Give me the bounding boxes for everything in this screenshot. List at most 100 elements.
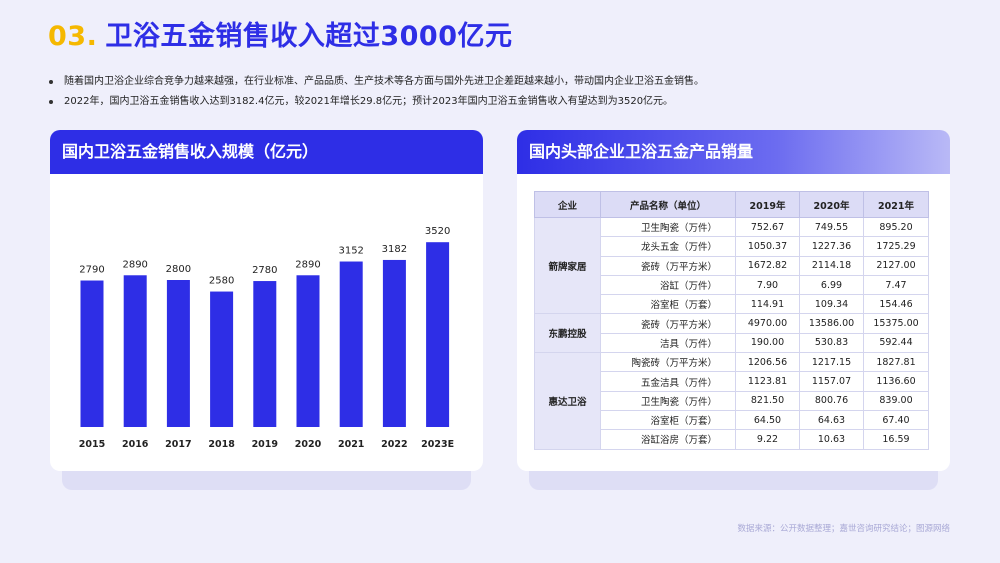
- value-cell: 6.99: [799, 274, 864, 296]
- tick-label-2016: 2016: [122, 439, 149, 450]
- tick-label-2020: 2020: [295, 439, 322, 450]
- bar-2021: [339, 261, 363, 427]
- value-cell: 7.90: [735, 274, 800, 296]
- value-cell: 13586.00: [799, 313, 864, 334]
- data-label-2016: 2890: [122, 259, 147, 270]
- title-text: 卫浴五金销售收入超过3000亿元: [105, 21, 513, 52]
- value-cell: 1227.36: [799, 236, 864, 257]
- value-cell: 154.46: [863, 294, 929, 315]
- value-cell: 4970.00: [735, 313, 800, 334]
- company-cell: 东鹏控股: [534, 313, 601, 354]
- value-cell: 9.22: [735, 429, 800, 450]
- data-label-2019: 2780: [252, 265, 277, 276]
- value-cell: 1123.81: [735, 371, 800, 392]
- value-cell: 1827.81: [863, 352, 929, 373]
- value-cell: 67.40: [863, 409, 929, 431]
- product-cell: 龙头五金（万件）: [600, 236, 736, 257]
- sales-table-wrap: 企业 产品名称（单位） 2019年 2020年 2021年 箭牌家居 卫生陶瓷（万件） 75…: [534, 191, 929, 450]
- product-cell: 卫生陶瓷（万件）: [600, 390, 736, 411]
- product-cell: 瓷砖（万平方米）: [600, 255, 736, 276]
- data-label-2022: 3182: [382, 244, 407, 255]
- table-body: 箭牌家居 卫生陶瓷（万件） 752.67 749.55 895.20 龙头五金（万件） 10…: [534, 216, 929, 450]
- tick-label-2019: 2019: [252, 439, 278, 450]
- bullet-item: 2022年，国内卫浴五金销售收入达到3182.4亿元，较2021年增长29.8亿…: [49, 92, 704, 112]
- page-title: 03. 卫浴五金销售收入超过3000亿元: [48, 14, 513, 53]
- tick-label-2021: 2021: [338, 439, 364, 450]
- value-cell: 2127.00: [863, 255, 929, 276]
- data-label-2018: 2580: [209, 276, 234, 287]
- revenue-chart-title: 国内卫浴五金销售收入规模（亿元）: [50, 130, 483, 174]
- bar-2019: [253, 281, 277, 427]
- value-cell: 1217.15: [799, 352, 864, 373]
- bar-2015: [80, 280, 104, 427]
- data-label-2020: 2890: [295, 259, 320, 270]
- value-cell: 64.63: [799, 409, 864, 431]
- table-header-cell: 产品名称（单位）: [600, 191, 736, 218]
- table-header-row: 企业 产品名称（单位） 2019年 2020年 2021年: [534, 191, 929, 218]
- value-cell: 1725.29: [863, 236, 929, 257]
- table-row: 惠达卫浴 陶瓷砖（万平方米） 1206.56 1217.15 1827.81: [534, 352, 929, 450]
- tick-label-2018: 2018: [208, 439, 235, 450]
- bar-2023E: [426, 242, 450, 427]
- value-cell: 109.34: [799, 294, 864, 315]
- sales-table: 企业 产品名称（单位） 2019年 2020年 2021年 箭牌家居 卫生陶瓷（万件） 75…: [534, 191, 929, 450]
- value-cell: 752.67: [735, 216, 800, 238]
- bar-2016: [123, 275, 147, 427]
- table-header-cell: 2019年: [735, 191, 800, 218]
- product-cell: 卫生陶瓷（万件）: [600, 216, 736, 238]
- value-cell: 839.00: [863, 390, 929, 411]
- sales-table-card: 国内头部企业卫浴五金产品销量 企业 产品名称（单位） 2019年 2020年 2021年…: [517, 130, 950, 471]
- bar-2017: [166, 280, 190, 427]
- value-cell: 1206.56: [735, 352, 800, 373]
- tick-label-2023E: 2023E: [421, 439, 454, 450]
- product-cell: 陶瓷砖（万平方米）: [600, 352, 736, 373]
- product-cell: 五金洁具（万件）: [600, 371, 736, 392]
- data-label-2015: 2790: [79, 265, 104, 276]
- tick-label-2022: 2022: [381, 439, 407, 450]
- value-cell: 1672.82: [735, 255, 800, 276]
- data-label-2023E: 3520: [425, 226, 450, 237]
- value-cell: 592.44: [863, 332, 929, 354]
- value-cell: 1157.07: [799, 371, 864, 392]
- bullet-list: 随着国内卫浴企业综合竞争力越来越强，在行业标准、产品品质、生产技术等各方面与国外…: [49, 72, 704, 112]
- data-label-2017: 2800: [166, 264, 191, 275]
- value-cell: 10.63: [799, 429, 864, 450]
- value-cell: 114.91: [735, 294, 800, 315]
- table-header-cell: 企业: [534, 191, 601, 218]
- table-row: 东鹏控股 瓷砖（万平方米） 4970.00 13586.00 15375.00: [534, 313, 929, 354]
- tick-label-2015: 2015: [79, 439, 105, 450]
- value-cell: 190.00: [735, 332, 800, 354]
- revenue-bar-chart: 2790 2015 2890 2016 2800 2017 2580 2018 2780 2019…: [79, 226, 454, 450]
- table-row: 卫生陶瓷（万件） 821.50 800.76 839.00: [535, 390, 929, 411]
- table-row: 浴缸浴房（万套） 9.22 10.63 16.59: [535, 429, 929, 450]
- bar-2020: [296, 275, 320, 427]
- product-cell: 浴缸（万件）: [600, 274, 736, 296]
- value-cell: 1050.37: [735, 236, 800, 257]
- value-cell: 1136.60: [863, 371, 929, 392]
- value-cell: 16.59: [863, 429, 929, 450]
- product-cell: 洁具（万件）: [600, 332, 736, 354]
- title-number: 03.: [48, 21, 98, 52]
- value-cell: 15375.00: [863, 313, 929, 334]
- product-cell: 浴缸浴房（万套）: [600, 429, 736, 450]
- bar-2022: [382, 259, 406, 427]
- bar-2018: [210, 291, 234, 427]
- table-row: 箭牌家居 卫生陶瓷（万件） 752.67 749.55 895.20: [534, 216, 929, 315]
- value-cell: 7.47: [863, 274, 929, 296]
- sales-table-title: 国内头部企业卫浴五金产品销量: [517, 130, 950, 174]
- bullet-item: 随着国内卫浴企业综合竞争力越来越强，在行业标准、产品品质、生产技术等各方面与国外…: [49, 72, 704, 92]
- company-cell: 箭牌家居: [534, 216, 601, 315]
- data-label-2021: 3152: [338, 246, 363, 257]
- value-cell: 800.76: [799, 390, 864, 411]
- table-row: 浴室柜（万套） 64.50 64.63 67.40: [535, 409, 929, 431]
- product-cell: 瓷砖（万平方米）: [600, 313, 736, 334]
- product-cell: 浴室柜（万套）: [600, 294, 736, 315]
- company-cell: 惠达卫浴: [534, 352, 601, 450]
- table-header-cell: 2020年: [799, 191, 864, 218]
- table-header-cell: 2021年: [863, 191, 929, 218]
- value-cell: 749.55: [799, 216, 864, 238]
- tick-label-2017: 2017: [165, 439, 191, 450]
- revenue-chart-card: 国内卫浴五金销售收入规模（亿元） 2790 2015 2890 2016 2800 201…: [50, 130, 483, 471]
- source-footer: 数据来源：公开数据整理；嘉世咨询研究结论；图源网络: [737, 524, 950, 534]
- value-cell: 64.50: [735, 409, 800, 431]
